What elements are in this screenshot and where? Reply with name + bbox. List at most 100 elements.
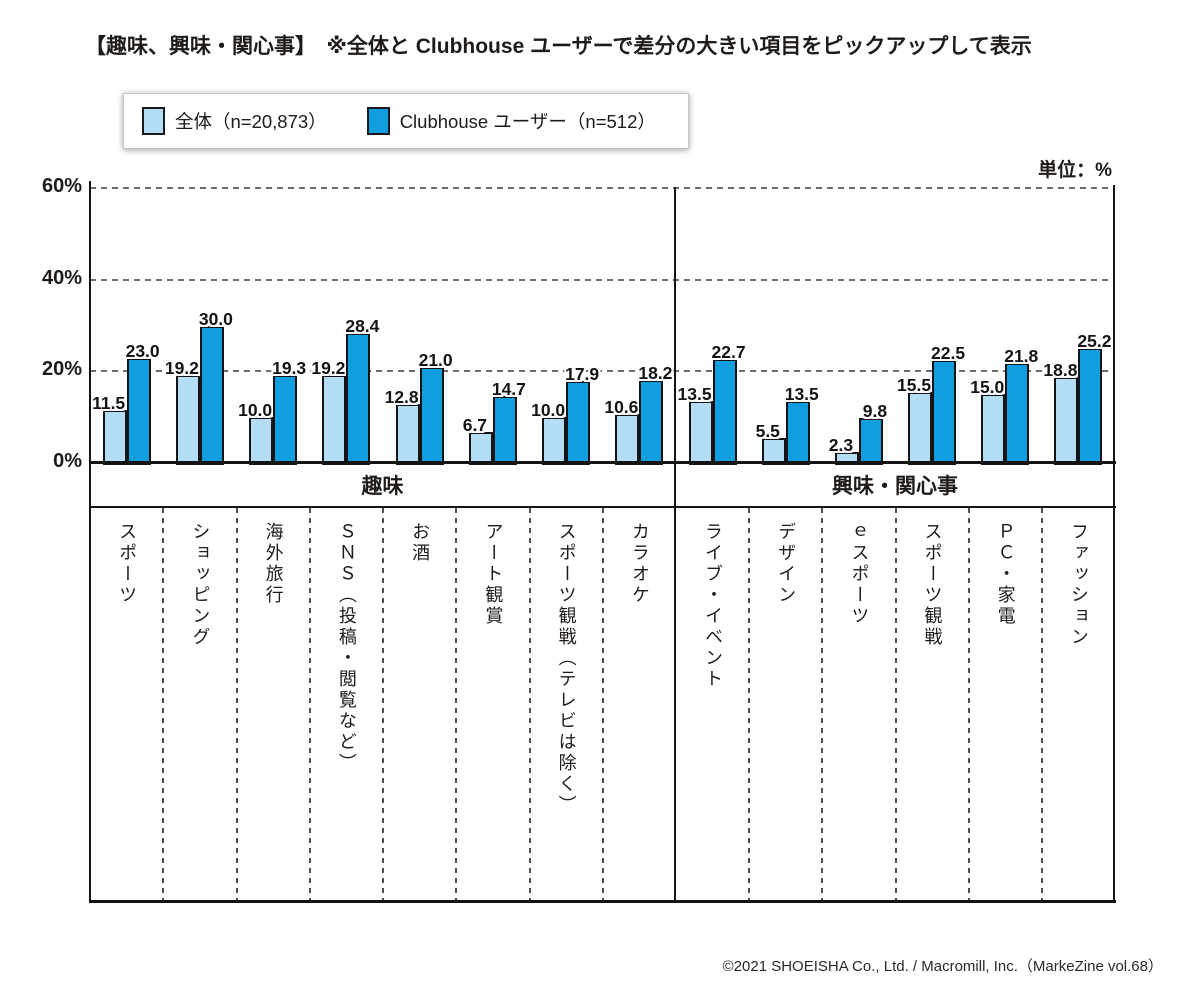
bar-clubhouse (566, 380, 591, 465)
category-separator (601, 508, 604, 902)
category-separator (748, 508, 751, 902)
bar-value-label: 10.6 (604, 397, 639, 418)
category-label-text: お酒 (410, 522, 431, 564)
y-axis-tick-label: 40% (41, 266, 82, 289)
section-divider-line (674, 187, 676, 903)
bar-value-label: 19.3 (272, 357, 307, 378)
category-label-text: ＳＮＳ（投稿・閲覧など） (336, 522, 357, 774)
category-label-text: デザイン (776, 522, 797, 606)
legend-label-overall: 全体（n=20,873） (175, 111, 327, 132)
bar-value-label: 21.0 (418, 349, 453, 370)
category-label: ＰＣ・家電 (969, 508, 1042, 902)
bar-value-label: 23.0 (125, 340, 160, 361)
legend-swatch-overall-icon (142, 107, 165, 135)
category-label: ファッション (1042, 508, 1115, 902)
y-axis-line (89, 181, 91, 903)
bar-overall (1054, 376, 1079, 465)
gridline (90, 187, 1115, 189)
category-separator (382, 508, 384, 902)
bar-value-label: 15.0 (970, 377, 1005, 398)
bar-clubhouse (273, 374, 298, 465)
legend-label-clubhouse: Clubhouse ユーザー（n=512） (399, 111, 656, 132)
legend-item-overall: 全体（n=20,873） (142, 107, 327, 135)
bar-overall (542, 417, 567, 465)
band-bottom-line (89, 506, 1116, 508)
category-label: お酒 (383, 508, 456, 902)
bar-value-label: 14.7 (491, 378, 526, 399)
bar-overall (249, 417, 274, 465)
bar-overall (322, 375, 347, 465)
bar-value-label: 19.2 (164, 358, 199, 378)
bar-value-label: 18.2 (638, 362, 673, 383)
chart-title: 【趣味、興味・関心事】 ※全体と Clubhouse ユーザーで差分の大きい項目… (85, 35, 1032, 58)
category-label: デザイン (749, 508, 822, 902)
bar-value-label: 28.4 (345, 315, 380, 336)
bar-clubhouse (858, 418, 883, 465)
category-separator (821, 508, 824, 902)
bar-value-label: 25.2 (1077, 330, 1112, 351)
y-axis-tick-label: 60% (41, 175, 82, 197)
bar-value-label: 10.0 (531, 400, 566, 421)
category-label: ＳＮＳ（投稿・閲覧など） (310, 508, 383, 902)
gridline (90, 278, 1115, 281)
bar-clubhouse (199, 325, 224, 465)
category-label-text: スポーツ (117, 522, 138, 606)
category-label-text: 海外旅行 (263, 522, 284, 606)
y-axis-tick-label: 20% (41, 358, 82, 381)
bar-value-label: 6.7 (462, 415, 488, 436)
category-label-text: アート観賞 (483, 522, 504, 627)
bar-clubhouse (492, 395, 517, 465)
unit-label: 単位：% (1038, 160, 1112, 181)
category-label: スポーツ観戦（テレビは除く） (530, 508, 603, 902)
bar-clubhouse (419, 366, 444, 465)
category-separator (528, 508, 531, 902)
bar-value-label: 11.5 (92, 393, 126, 414)
y-axis-tick-label: 0% (53, 450, 82, 472)
bar-overall (615, 414, 640, 465)
category-label-text: カラオケ (629, 522, 650, 606)
category-label: ショッピング (163, 508, 236, 902)
bar-clubhouse (1005, 363, 1030, 465)
copyright-text: ©2021 SHOEISHA Co., Ltd. / Macromill, In… (722, 958, 1163, 975)
bar-value-label: 22.5 (931, 342, 966, 363)
category-separator (308, 508, 311, 902)
bar-overall (395, 404, 420, 465)
category-label-text: ライブ・イベント (703, 522, 724, 690)
category-label: スポーツ (90, 508, 163, 902)
bar-clubhouse (785, 401, 810, 465)
right-border-line (1113, 185, 1115, 903)
bar-value-label: 21.8 (1004, 346, 1039, 367)
bar-value-label: 22.7 (711, 341, 746, 362)
table-bottom-border (89, 900, 1116, 903)
bar-clubhouse (712, 358, 737, 465)
group-band-hobby: 趣味 (361, 475, 404, 498)
bar-value-label: 15.5 (897, 374, 932, 395)
bar-clubhouse (932, 359, 957, 465)
bar-value-label: 2.3 (828, 435, 854, 456)
category-separator (894, 508, 897, 902)
bar-value-label: 30.0 (198, 308, 233, 329)
category-separator (235, 508, 238, 902)
x-axis-baseline (89, 461, 1116, 464)
bar-clubhouse (639, 379, 664, 465)
category-label-text: ｅスポーツ (849, 522, 870, 627)
bar-overall (908, 391, 933, 465)
category-label: ｅスポーツ (822, 508, 895, 902)
gridline (90, 370, 1115, 373)
category-label-text: ショッピング (190, 522, 211, 648)
bar-overall (102, 410, 127, 465)
bar-value-label: 9.8 (862, 401, 888, 422)
bar-clubhouse (1078, 347, 1103, 465)
category-separator (455, 508, 458, 902)
category-label: アート観賞 (456, 508, 529, 902)
category-separator (967, 508, 970, 902)
group-band-interest: 興味・関心事 (832, 475, 958, 498)
bar-overall (175, 375, 200, 465)
category-separator (162, 508, 165, 902)
legend-swatch-clubhouse-icon (366, 107, 390, 135)
bar-clubhouse (346, 332, 371, 465)
bar-overall (981, 394, 1006, 465)
bar-value-label: 10.0 (238, 400, 273, 421)
bar-value-label: 13.5 (677, 384, 712, 405)
